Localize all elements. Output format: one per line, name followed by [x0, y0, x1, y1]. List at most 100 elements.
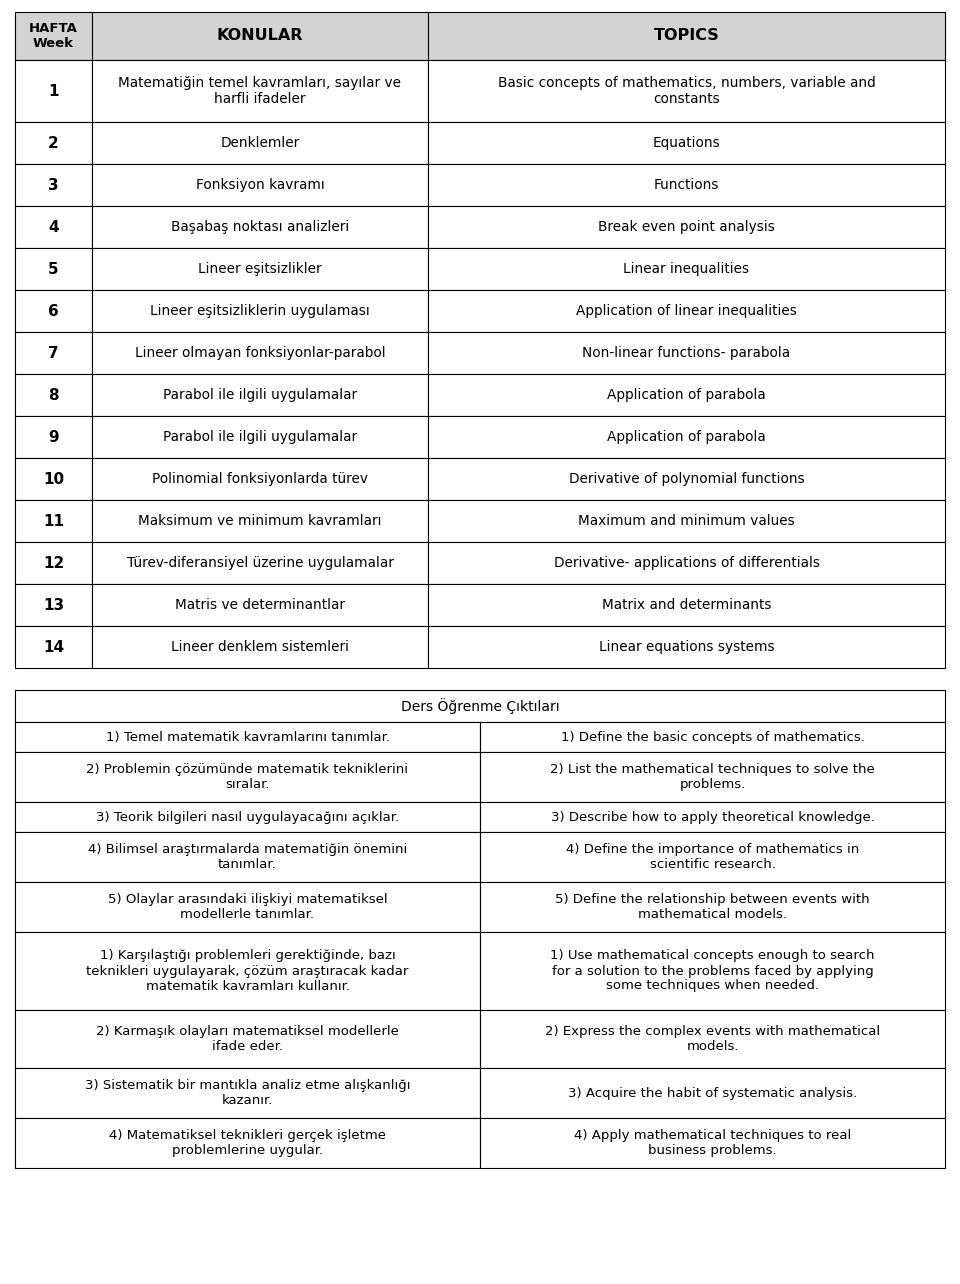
Bar — [15, 164, 92, 205]
Text: 6: 6 — [48, 303, 59, 318]
Bar — [15, 205, 92, 248]
Bar — [92, 333, 428, 374]
Text: Fonksiyon kavramı: Fonksiyon kavramı — [196, 178, 324, 193]
Text: 5) Olaylar arasındaki ilişkiyi matematiksel
modellerle tanımlar.: 5) Olaylar arasındaki ilişkiyi matematik… — [108, 892, 387, 921]
Bar — [92, 374, 428, 416]
Bar — [15, 832, 480, 882]
Bar — [428, 458, 945, 499]
Bar — [92, 416, 428, 458]
Bar — [428, 584, 945, 627]
Bar — [15, 752, 480, 802]
Bar — [15, 122, 92, 164]
Text: Equations: Equations — [653, 136, 720, 150]
Bar — [92, 164, 428, 205]
Bar — [15, 722, 480, 752]
Bar — [428, 12, 945, 60]
Text: Derivative- applications of differentials: Derivative- applications of differential… — [554, 556, 820, 570]
Bar — [480, 1011, 945, 1068]
Bar — [15, 1011, 480, 1068]
Bar — [428, 333, 945, 374]
Bar — [92, 122, 428, 164]
Bar — [15, 1118, 480, 1168]
Bar — [92, 60, 428, 122]
Bar — [480, 1068, 945, 1118]
Bar — [15, 499, 92, 542]
Text: 9: 9 — [48, 430, 59, 444]
Text: TOPICS: TOPICS — [654, 28, 719, 44]
Text: Maksimum ve minimum kavramları: Maksimum ve minimum kavramları — [138, 514, 382, 528]
Text: 4) Matematiksel teknikleri gerçek işletme
problemlerine uygular.: 4) Matematiksel teknikleri gerçek işletm… — [109, 1129, 386, 1157]
Bar — [15, 882, 480, 932]
Bar — [428, 60, 945, 122]
Bar — [480, 752, 945, 802]
Text: Application of parabola: Application of parabola — [607, 388, 766, 402]
Text: 2) List the mathematical techniques to solve the
problems.: 2) List the mathematical techniques to s… — [550, 763, 875, 791]
Text: Parabol ile ilgili uygulamalar: Parabol ile ilgili uygulamalar — [163, 430, 357, 444]
Bar — [92, 499, 428, 542]
Bar — [15, 584, 92, 627]
Bar — [15, 248, 92, 290]
Bar — [15, 802, 480, 832]
Bar — [92, 205, 428, 248]
Bar — [428, 416, 945, 458]
Text: Lineer olmayan fonksiyonlar-parabol: Lineer olmayan fonksiyonlar-parabol — [134, 345, 385, 360]
Bar — [92, 248, 428, 290]
Bar — [15, 690, 945, 722]
Bar — [428, 205, 945, 248]
Bar — [428, 542, 945, 584]
Text: Break even point analysis: Break even point analysis — [598, 220, 775, 234]
Text: 4) Define the importance of mathematics in
scientific research.: 4) Define the importance of mathematics … — [565, 844, 859, 871]
Text: Derivative of polynomial functions: Derivative of polynomial functions — [568, 473, 804, 487]
Text: Linear inequalities: Linear inequalities — [623, 262, 750, 276]
Bar — [480, 802, 945, 832]
Text: 3: 3 — [48, 177, 59, 193]
Text: Lineer eşitsizlikler: Lineer eşitsizlikler — [198, 262, 322, 276]
Text: 1: 1 — [48, 83, 59, 99]
Text: 12: 12 — [43, 556, 64, 570]
Text: Linear equations systems: Linear equations systems — [599, 639, 775, 654]
Bar — [428, 374, 945, 416]
Bar — [480, 932, 945, 1011]
Text: 2: 2 — [48, 136, 59, 150]
Text: Ders Öğrenme Çıktıları: Ders Öğrenme Çıktıları — [400, 698, 560, 714]
Text: 2) Karmaşık olayları matematiksel modellerle
ifade eder.: 2) Karmaşık olayları matematiksel modell… — [96, 1025, 399, 1053]
Bar — [428, 627, 945, 668]
Text: 13: 13 — [43, 597, 64, 612]
Bar — [428, 164, 945, 205]
Text: KONULAR: KONULAR — [217, 28, 303, 44]
Bar — [92, 12, 428, 60]
Bar — [428, 290, 945, 333]
Text: 1) Use mathematical concepts enough to search
for a solution to the problems fac: 1) Use mathematical concepts enough to s… — [550, 949, 875, 993]
Text: Application of linear inequalities: Application of linear inequalities — [576, 304, 797, 318]
Text: Denklemler: Denklemler — [221, 136, 300, 150]
Bar — [92, 542, 428, 584]
Bar — [92, 584, 428, 627]
Bar — [15, 932, 480, 1011]
Text: 4) Apply mathematical techniques to real
business problems.: 4) Apply mathematical techniques to real… — [574, 1129, 852, 1157]
Text: Matris ve determinantlar: Matris ve determinantlar — [175, 598, 345, 612]
Text: 8: 8 — [48, 388, 59, 402]
Bar — [480, 832, 945, 882]
Bar — [15, 333, 92, 374]
Text: 3) Sistematik bir mantıkla analiz etme alışkanlığı
kazanır.: 3) Sistematik bir mantıkla analiz etme a… — [84, 1079, 410, 1107]
Bar — [15, 416, 92, 458]
Text: Matrix and determinants: Matrix and determinants — [602, 598, 771, 612]
Text: 2) Express the complex events with mathematical
models.: 2) Express the complex events with mathe… — [545, 1025, 880, 1053]
Bar — [15, 542, 92, 584]
Text: Lineer eşitsizliklerin uygulaması: Lineer eşitsizliklerin uygulaması — [150, 304, 370, 318]
Bar — [15, 12, 92, 60]
Text: 1) Define the basic concepts of mathematics.: 1) Define the basic concepts of mathemat… — [561, 731, 864, 743]
Text: 3) Acquire the habit of systematic analysis.: 3) Acquire the habit of systematic analy… — [568, 1086, 857, 1099]
Bar — [15, 60, 92, 122]
Text: 2) Problemin çözümünde matematik tekniklerini
sıralar.: 2) Problemin çözümünde matematik teknikl… — [86, 763, 409, 791]
Bar — [92, 458, 428, 499]
Text: Başabaş noktası analizleri: Başabaş noktası analizleri — [171, 220, 349, 234]
Bar — [92, 290, 428, 333]
Text: 3) Teorik bilgileri nasıl uygulayacağını açıklar.: 3) Teorik bilgileri nasıl uygulayacağını… — [96, 810, 399, 823]
Text: 4: 4 — [48, 220, 59, 235]
Text: 4) Bilimsel araştırmalarda matematiğin önemini
tanımlar.: 4) Bilimsel araştırmalarda matematiğin ö… — [88, 844, 407, 871]
Bar — [428, 499, 945, 542]
Bar — [15, 1068, 480, 1118]
Text: 1) Karşılaştığı problemleri gerektiğinde, bazı
teknikleri uygulayarak, çözüm ara: 1) Karşılaştığı problemleri gerektiğinde… — [86, 949, 409, 993]
Text: 3) Describe how to apply theoretical knowledge.: 3) Describe how to apply theoretical kno… — [551, 810, 875, 823]
